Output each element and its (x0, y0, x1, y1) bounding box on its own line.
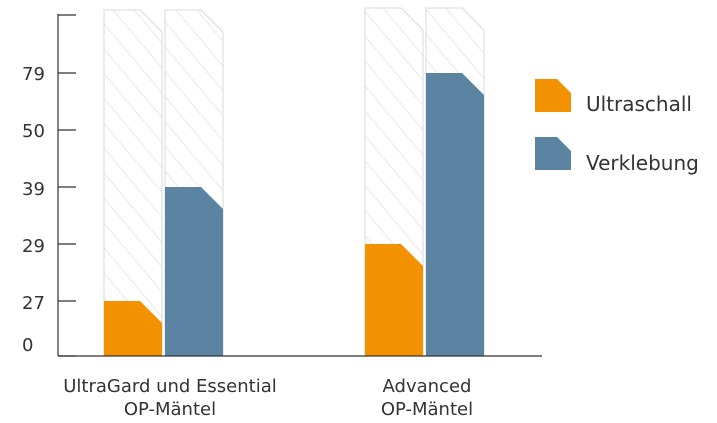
legend-label-verklebung: Verklebung (586, 151, 699, 175)
y-axis-tick-marks (58, 14, 76, 357)
category-label-advanced: Advanced OP-Mäntel (381, 376, 473, 420)
category-label-line: UltraGard und Essential (63, 376, 277, 397)
legend-item-verklebung: Verklebung (535, 137, 699, 175)
legend-swatch-verklebung (535, 137, 571, 170)
y-tick-label: 27 (22, 293, 45, 314)
legend-item-ultraschall: Ultraschall (535, 79, 692, 116)
y-tick-label: 0 (22, 335, 33, 356)
category-label-line: OP-Mäntel (124, 399, 216, 420)
bar-ultraschall (365, 244, 423, 356)
bar-ultraschall (104, 301, 162, 356)
bar-verklebung (426, 73, 484, 356)
bar-verklebung (165, 187, 223, 356)
y-tick-label: 29 (22, 236, 45, 257)
y-tick-label: 79 (22, 64, 45, 85)
legend-swatch-ultraschall (535, 79, 571, 112)
y-tick-label: 50 (22, 121, 45, 142)
category-label-ultragard: UltraGard und Essential OP-Mäntel (63, 376, 277, 420)
category-label-line: Advanced (383, 376, 472, 397)
y-tick-label: 39 (22, 179, 45, 200)
legend-label-ultraschall: Ultraschall (586, 92, 692, 116)
bars (103, 7, 485, 357)
category-label-line: OP-Mäntel (381, 399, 473, 420)
y-axis-tick-labels: 0 27 29 39 50 79 (22, 64, 45, 356)
legend: Ultraschall Verklebung (535, 79, 699, 175)
